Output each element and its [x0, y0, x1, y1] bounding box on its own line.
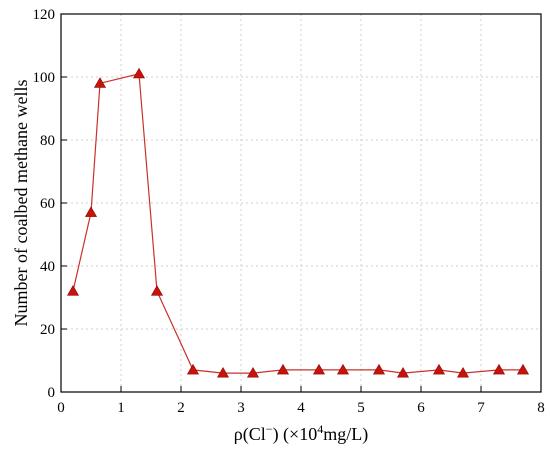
axis-ticks: [60, 13, 542, 393]
y-tick-label: 40: [40, 259, 55, 275]
y-tick-label: 120: [33, 7, 56, 23]
x-tick-label: 8: [537, 400, 545, 416]
data-point-marker: [516, 363, 530, 375]
y-tick-label: 80: [40, 133, 55, 149]
y-tick-label: 60: [40, 196, 55, 212]
data-point-marker: [84, 206, 98, 217]
y-tick-label: 0: [48, 385, 56, 401]
x-axis-title-sup-minus: −: [266, 422, 273, 436]
data-point-marker: [132, 67, 146, 79]
y-axis-title: Number of coalbed methane wells: [11, 80, 31, 327]
data-point-marker: [396, 366, 410, 378]
data-point-marker: [93, 77, 107, 88]
y-tick-label: 20: [40, 322, 55, 338]
x-axis-title: ρ(Cl−) (×104mg/L): [234, 422, 368, 445]
data-point-marker: [312, 363, 326, 375]
data-markers: [66, 67, 530, 378]
y-tick-label: 100: [33, 70, 56, 86]
x-tick-label: 6: [417, 400, 425, 416]
data-point-marker: [150, 285, 164, 296]
x-axis-title-mid: ) (×10: [273, 424, 318, 445]
grid-lines: [61, 14, 541, 392]
y-tick-labels: 0 20 40 60 80 100 120: [33, 7, 56, 401]
x-tick-label: 4: [297, 400, 305, 416]
data-point-marker: [372, 363, 386, 375]
x-tick-label: 2: [177, 400, 185, 416]
x-tick-label: 7: [477, 400, 485, 416]
data-point-marker: [186, 363, 200, 375]
data-point-marker: [492, 363, 506, 375]
x-tick-label: 3: [237, 400, 245, 416]
series-line: [72, 73, 523, 374]
data-point-marker: [276, 363, 290, 375]
x-axis-title-sup-4: 4: [317, 422, 323, 436]
x-tick-label: 0: [57, 400, 65, 416]
x-axis-title-main: ρ(Cl: [234, 424, 266, 445]
x-tick-label: 1: [117, 400, 125, 416]
data-point-marker: [216, 366, 230, 378]
data-point-marker: [66, 285, 80, 296]
data-point-marker: [432, 363, 446, 375]
x-tick-label: 5: [357, 400, 365, 416]
data-point-marker: [456, 366, 470, 378]
x-axis-title-unit: mg/L): [323, 424, 368, 445]
data-point-marker: [336, 363, 350, 375]
x-tick-labels: 0 1 2 3 4 5 6 7 8: [57, 400, 545, 416]
data-point-marker: [246, 366, 260, 378]
